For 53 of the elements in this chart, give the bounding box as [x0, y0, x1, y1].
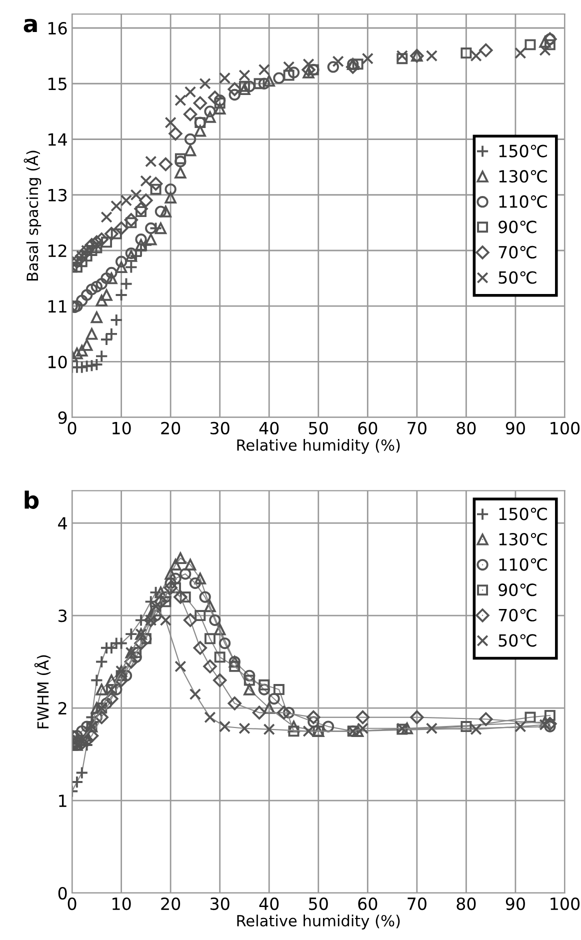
legend-label: 90℃: [498, 584, 536, 596]
x-tick-label: 80: [456, 422, 476, 434]
x-axis-title: Relative humidity (%): [237, 914, 400, 930]
legend-label: 110℃: [499, 195, 547, 208]
x-axis-title: Relative humidity (%): [237, 439, 400, 454]
legend-label: 90℃: [498, 220, 536, 234]
x-tick-label: 30: [210, 897, 230, 910]
x-tick-label: 30: [210, 422, 230, 434]
x-tick-label: 10: [112, 897, 131, 910]
x-tick-label: 60: [358, 897, 378, 910]
legend-label: 50℃: [498, 634, 536, 647]
legend-label: 70℃: [498, 608, 536, 622]
legend-label: 130℃: [499, 532, 547, 546]
legend-label: 130℃: [499, 170, 547, 183]
y-tick-label: 11: [48, 300, 66, 312]
legend-label: 70℃: [498, 246, 536, 259]
legend-label: 150℃: [499, 144, 547, 158]
legend-label: 50℃: [498, 271, 536, 284]
x-tick-label: 20: [161, 422, 180, 434]
x-tick-label: 0: [68, 897, 76, 910]
legend-label: 150℃: [499, 508, 547, 520]
y-tick-label: 16: [48, 22, 67, 35]
x-tick-label: 20: [161, 897, 180, 910]
y-tick-label: 10: [48, 356, 67, 368]
y-axis-title: Basal spacing (Å): [24, 150, 42, 280]
x-tick-label: 40: [259, 897, 279, 910]
x-tick-label: 0: [68, 422, 76, 434]
y-tick-label: 0: [58, 886, 67, 900]
y-tick-label: 14: [48, 133, 67, 146]
chart-title: a: [24, 18, 37, 32]
y-tick-label: 2: [58, 702, 66, 714]
x-tick-label: 50: [309, 422, 328, 434]
y-axis-title: FWHM (Å): [34, 655, 51, 728]
legend-label: 110℃: [499, 558, 547, 571]
y-tick-label: 15: [48, 78, 66, 90]
y-tick-label: 9: [58, 411, 67, 424]
x-tick-label: 60: [358, 422, 378, 434]
x-tick-label: 70: [408, 422, 426, 434]
x-tick-label: 10: [112, 422, 131, 434]
x-tick-label: 100: [550, 422, 580, 434]
chart-title: b: [24, 490, 39, 509]
x-tick-label: 40: [259, 422, 279, 434]
x-tick-label: 100: [550, 897, 580, 910]
x-tick-label: 90: [506, 422, 525, 434]
y-tick-label: 13: [48, 188, 67, 202]
y-tick-label: 4: [58, 517, 67, 530]
y-tick-label: 12: [48, 244, 66, 257]
x-tick-label: 50: [309, 897, 328, 910]
x-tick-label: 90: [506, 897, 525, 910]
y-tick-label: 3: [58, 610, 67, 622]
x-tick-label: 70: [408, 897, 426, 910]
x-tick-label: 80: [456, 897, 476, 910]
y-tick-label: 1: [59, 794, 66, 807]
